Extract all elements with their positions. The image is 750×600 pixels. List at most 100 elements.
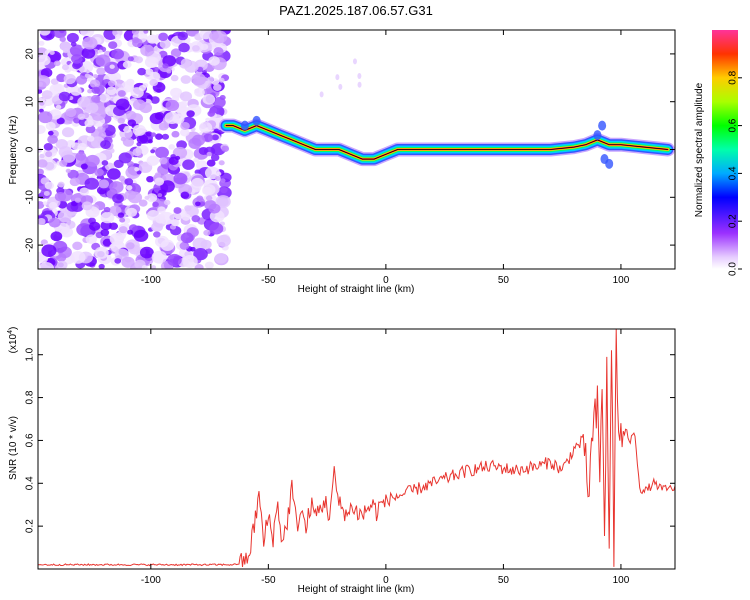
spectrogram-noise-blob (121, 256, 135, 268)
spectrogram-noise-blob (143, 30, 149, 34)
snr-x-tick-label: 100 (613, 575, 630, 586)
spectrogram-noise-blob (59, 36, 66, 42)
spectrogram-noise-blob (45, 151, 53, 158)
spectrogram-noise-blob (76, 223, 92, 237)
spectrogram-noise-blob (38, 75, 51, 88)
spectrogram-noise-blob (55, 104, 62, 110)
spectrogram-noise-blob (141, 264, 148, 269)
spectrogram-noise-blob (200, 239, 212, 250)
spectrogram-noise-blob (160, 180, 175, 193)
spectrogram-noise-blob (124, 178, 134, 186)
colorbar-gradient (712, 30, 738, 269)
spectrogram-ridge (219, 115, 675, 169)
spectrogram-noise-blob (38, 254, 48, 264)
spectrogram-noise-blob (207, 110, 215, 117)
spectrogram-noise-blob (136, 170, 142, 175)
spectrogram-noise-blob (157, 193, 163, 198)
spectrogram-noise-blob (216, 234, 231, 247)
colorbar: 0.0 0.2 0.4 0.6 0.8 Normalized spectral ampl… (694, 30, 742, 276)
spectrogram-noise-blob (75, 151, 87, 161)
spectrogram-noise-blob (84, 73, 91, 79)
spectrogram-noise-blob (159, 39, 171, 49)
spectrogram-noise-blob (147, 139, 153, 144)
snr-y-tick-label: 1.0 (25, 347, 36, 361)
spectrogram-noise-blob (123, 125, 132, 133)
spectrogram-noise-blob (146, 175, 154, 183)
spectrogram-noise-blob (94, 168, 104, 177)
spectrogram-y-tick-label: 20 (25, 48, 36, 60)
spectrogram-noise-blob (74, 197, 81, 203)
spectrogram-noise-blob (146, 155, 160, 166)
spectrogram-noise-blob (61, 127, 75, 138)
spectrogram-noise-blob (114, 258, 122, 264)
spectrogram-noise-blob (181, 213, 191, 221)
snr-x-tick-label: -100 (141, 575, 161, 586)
spectrogram-noise-blob (72, 241, 83, 251)
colorbar-ticks: 0.0 0.2 0.4 0.6 0.8 (728, 70, 742, 276)
spectrogram-noise-blob (117, 90, 126, 97)
spectrogram-noise-blob (203, 229, 211, 236)
spectrogram-noise-blob (44, 181, 55, 190)
spectrogram-y-tick-label: -20 (25, 237, 36, 252)
spectrogram-noise-blob (126, 207, 138, 217)
spectrogram-noise-blob (50, 78, 59, 85)
snr-scale-prefix: (x10 (8, 333, 19, 353)
spectrogram-noise-blob (212, 96, 226, 108)
spectrogram-noise-blob (136, 134, 149, 144)
spectrogram-noise-blob (106, 86, 117, 96)
spectrogram-noise-blob (208, 56, 220, 66)
spectrogram-noise-blob (102, 123, 109, 129)
spectrogram-noise-blob (127, 229, 134, 235)
spectrogram-noise-blob (84, 177, 99, 190)
snr-x-tick-label: -50 (261, 575, 276, 586)
spectrogram-noise-blob (128, 224, 138, 232)
spectrogram-noise-blob (53, 30, 67, 39)
spectrogram-noise-blob (167, 253, 182, 267)
spectrogram-x-tick-label: 100 (613, 275, 630, 286)
spectrogram-noise-blob (221, 145, 230, 152)
spectrogram-noise-blob (131, 30, 140, 35)
snr-x-tick-label: 0 (383, 575, 389, 586)
spectrogram-noise-blob (145, 68, 154, 76)
spectrogram-noise-blob (161, 133, 170, 140)
spectrogram-noise-blob (208, 203, 221, 214)
spectrogram-noise-blob (195, 201, 201, 207)
spectrogram-noise-blob (357, 73, 362, 80)
spectrogram-noise-blob (182, 159, 195, 170)
spectrogram-x-axis-title: Height of straight line (km) (298, 284, 415, 295)
snr-y-tick-label: 0.8 (25, 390, 36, 404)
spectrogram-noise-blob (194, 169, 201, 175)
spectrogram-noise-blob (220, 178, 226, 183)
spectrogram-noise-blob (178, 42, 190, 53)
spectrogram-ridge-blob (605, 158, 614, 169)
spectrogram-noise-blob (180, 75, 192, 84)
spectrogram-noise-blob (134, 167, 140, 172)
spectrogram-noise-blob (117, 212, 125, 218)
spectrogram-noise-blob (38, 111, 53, 124)
spectrogram-x-tick-label: 50 (498, 275, 510, 286)
spectrogram-noise-blob (39, 101, 45, 106)
spectrogram-noise-blob (150, 149, 156, 154)
spectrogram-noise-blob (164, 111, 180, 125)
spectrogram-noise-blob (162, 63, 169, 69)
spectrogram-noise-blob (38, 124, 46, 134)
spectrogram-noise-blob (59, 159, 68, 167)
spectrogram-y-tick-label: 0 (25, 146, 36, 152)
spectrogram-noise-blob (58, 91, 71, 102)
spectrogram-noise-blob (118, 152, 132, 164)
spectrogram-noise-blob (173, 172, 188, 185)
spectrogram-noise-blob (165, 99, 180, 112)
spectrogram-noise-blob (38, 159, 48, 168)
spectrogram-noise-blob (66, 32, 79, 43)
spectrogram-noise-blob (352, 58, 357, 65)
spectrogram-noise-blob (39, 30, 51, 36)
spectrogram-ridge-blob (598, 120, 607, 131)
spectrogram-noise-blob (47, 134, 58, 144)
spectrogram-noise-blob (203, 133, 214, 142)
spectrogram-noise-blob (108, 41, 118, 49)
spectrogram-noise-blob (132, 148, 142, 157)
spectrogram-noise-blob (77, 113, 86, 120)
spectrogram-noise-blob (158, 32, 169, 42)
